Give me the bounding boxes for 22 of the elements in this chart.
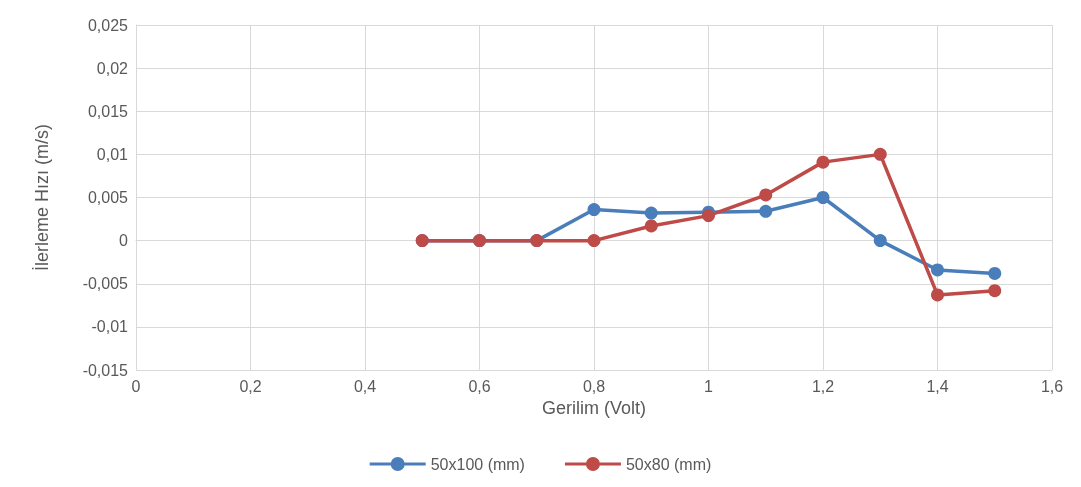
y-axis-title: İlerleme Hızı (m/s) bbox=[32, 123, 52, 272]
y-tick-label: 0,02 bbox=[96, 59, 129, 77]
x-tick-label: 0 bbox=[131, 377, 141, 395]
y-tick-label: 0 bbox=[119, 232, 129, 250]
y-tick-label: -0,01 bbox=[91, 318, 129, 336]
legend-label: 50x80 (mm) bbox=[625, 455, 712, 473]
legend-label: 50x100 (mm) bbox=[430, 455, 525, 473]
x-tick-label: 1,2 bbox=[811, 377, 835, 395]
y-tick-label: 0,01 bbox=[96, 145, 129, 163]
x-tick-label: 1,4 bbox=[926, 377, 949, 395]
x-tick-label: 1,6 bbox=[1040, 377, 1064, 395]
y-tick-label: -0,005 bbox=[82, 275, 129, 293]
x-axis-title: Gerilim (Volt) bbox=[541, 397, 647, 418]
y-tick-label: -0,015 bbox=[82, 361, 129, 379]
x-tick-label: 1 bbox=[704, 377, 714, 395]
y-tick-label: 0,025 bbox=[87, 16, 129, 34]
y-tick-label: 0,015 bbox=[87, 102, 129, 120]
x-tick-label: 0,4 bbox=[353, 377, 377, 395]
x-tick-label: 0,8 bbox=[582, 377, 606, 395]
y-tick-label: 0,005 bbox=[87, 189, 129, 206]
x-tick-label: 0,6 bbox=[468, 377, 491, 395]
x-tick-label: 0,2 bbox=[239, 377, 262, 395]
